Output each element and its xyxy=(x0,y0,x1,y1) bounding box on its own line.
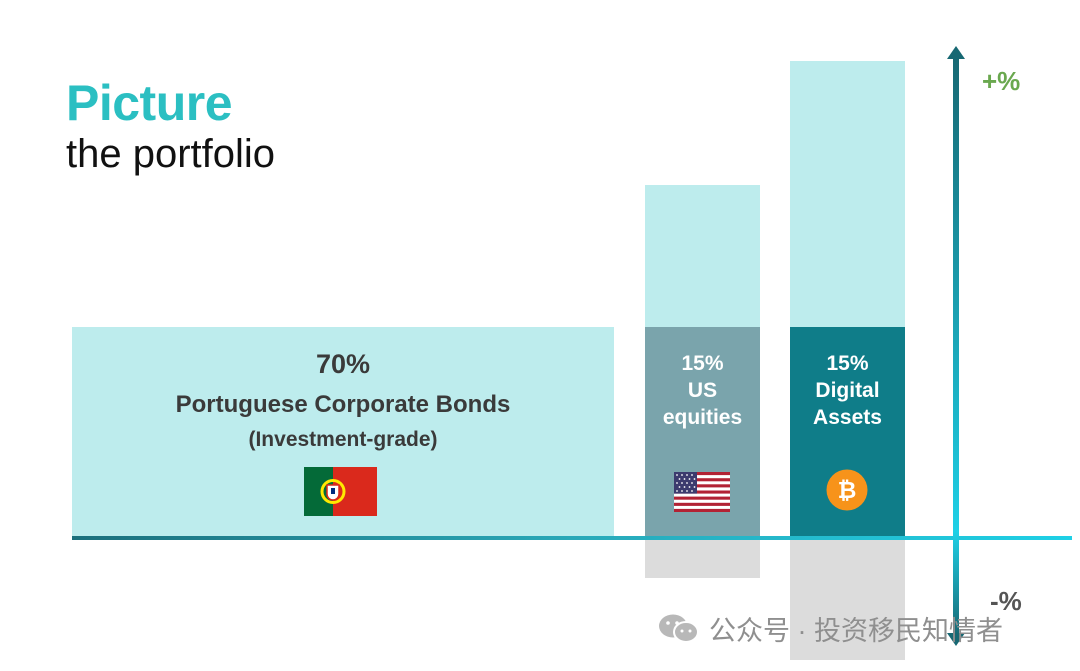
bonds-label: Portuguese Corporate Bonds xyxy=(175,391,511,418)
page-title: Picture xyxy=(66,75,233,131)
us-equities-downside-block xyxy=(645,540,760,578)
portugal-flag-icon xyxy=(304,467,377,516)
digital-assets-upside-block xyxy=(790,61,905,327)
us-equities-upside-block xyxy=(645,185,760,327)
digital-assets-line-2: Assets xyxy=(813,406,882,429)
page-subtitle: the portfolio xyxy=(66,132,276,176)
us-equities-line-1: US xyxy=(687,379,718,402)
upside-label: +% xyxy=(982,66,1021,96)
digital-assets-line-1: Digital xyxy=(815,379,880,402)
us-equities-line-2: equities xyxy=(662,406,743,429)
vertical-axis-arrow xyxy=(947,46,965,646)
us-flag-icon xyxy=(674,472,730,512)
wechat-icon xyxy=(659,614,699,643)
bitcoin-icon: ₿ xyxy=(826,469,868,511)
digital-assets-percent: 15% xyxy=(826,352,869,375)
svg-text:₿: ₿ xyxy=(838,478,857,504)
us-equities-percent: 15% xyxy=(681,352,724,375)
baseline xyxy=(72,536,1072,540)
digital-assets-label: 15% Digital Assets xyxy=(790,350,905,431)
watermark-text: 公众号 · 投资移民知情者 xyxy=(709,615,1003,646)
us-equities-label: 15% US equities xyxy=(645,350,760,431)
bonds-percent: 70% xyxy=(315,349,371,379)
bonds-sublabel: (Investment-grade) xyxy=(248,428,438,451)
watermark: 公众号 · 投资移民知情者 xyxy=(657,610,1003,646)
digital-assets-downside-block xyxy=(790,540,905,660)
downside-label: -% xyxy=(990,586,1022,616)
